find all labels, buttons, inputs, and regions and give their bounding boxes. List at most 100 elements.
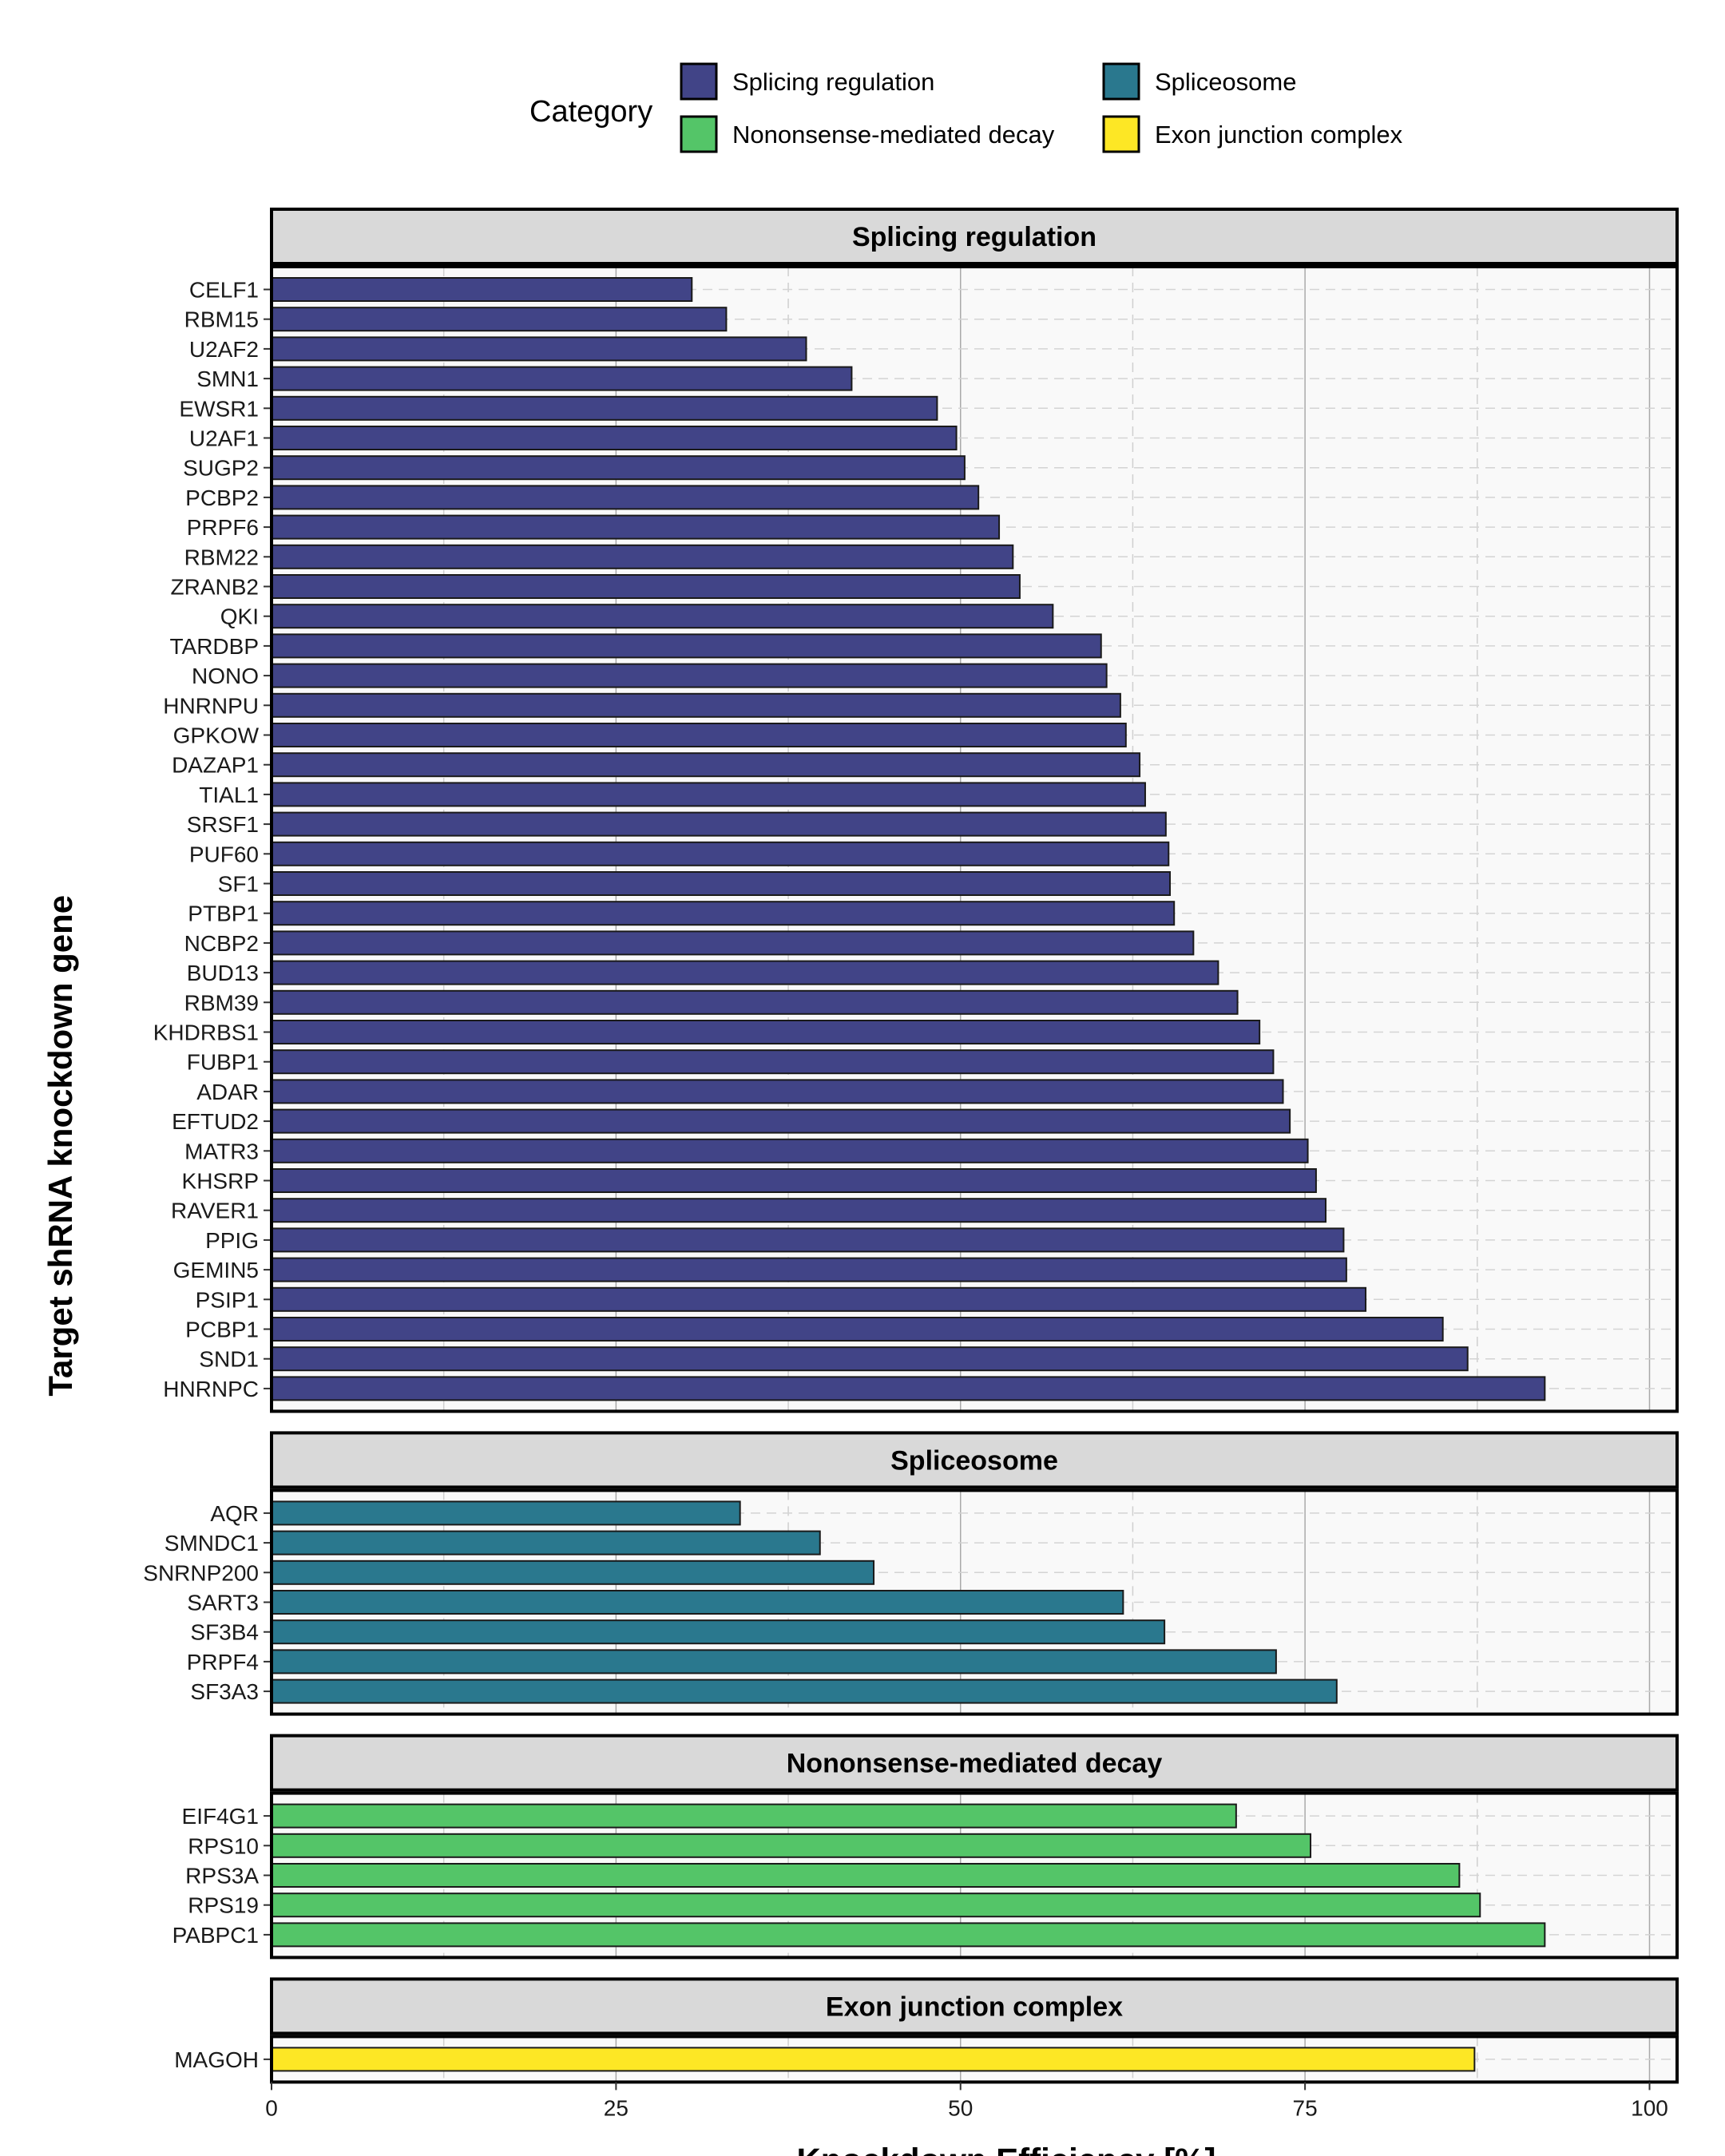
y-tick-label: BUD13 xyxy=(187,961,259,985)
legend-label: Spliceosome xyxy=(1155,68,1296,96)
legend-title: Category xyxy=(529,95,652,129)
y-tick-label: KHSRP xyxy=(182,1169,259,1194)
facet-strip-label: Splicing regulation xyxy=(852,222,1096,252)
bar xyxy=(271,395,938,421)
y-tick-label: TARDBP xyxy=(170,634,260,659)
y-tick-label: RPS19 xyxy=(188,1893,259,1918)
bar xyxy=(271,1892,1481,1918)
bar xyxy=(271,811,1167,837)
bar xyxy=(271,2047,1476,2072)
panel-border xyxy=(270,265,1679,1413)
x-tick-label: 0 xyxy=(265,2095,278,2120)
y-tick-label: SRSF1 xyxy=(187,812,259,837)
x-tick-label: 50 xyxy=(948,2095,973,2120)
y-axis-title: Target shRNA knockdown gene xyxy=(42,895,79,1397)
facet-strip xyxy=(270,1431,1679,1489)
bar xyxy=(271,574,1021,599)
y-tick-label: SMN1 xyxy=(196,367,259,391)
y-tick-label: PCBP1 xyxy=(185,1318,259,1342)
y-tick-label: DAZAP1 xyxy=(172,753,259,778)
bar xyxy=(271,692,1121,718)
y-tick-label: U2AF2 xyxy=(189,337,259,362)
legend-label: Nononsense-mediated decay xyxy=(732,121,1055,149)
y-tick-label: GPKOW xyxy=(173,723,260,748)
y-tick-label: GEMIN5 xyxy=(173,1258,259,1282)
y-tick-label: QKI xyxy=(220,604,259,629)
legend-key xyxy=(1102,62,1140,101)
bar xyxy=(271,1803,1237,1829)
bar xyxy=(271,1649,1277,1674)
bar xyxy=(271,871,1172,896)
y-tick-label: SMNDC1 xyxy=(165,1531,259,1556)
y-tick-label: ZRANB2 xyxy=(171,575,259,600)
bar xyxy=(271,1168,1317,1193)
bar xyxy=(271,514,1001,540)
bar xyxy=(271,1922,1546,1948)
legend-label: Exon junction complex xyxy=(1155,121,1403,149)
bar xyxy=(271,1286,1367,1312)
y-tick-label: NCBP2 xyxy=(184,931,259,956)
y-tick-label: RPS3A xyxy=(185,1864,259,1888)
y-tick-label: EFTUD2 xyxy=(172,1109,259,1134)
bar xyxy=(271,455,966,481)
x-tick-label: 25 xyxy=(604,2095,629,2120)
bar xyxy=(271,1198,1326,1223)
legend-label: Splicing regulation xyxy=(732,68,934,96)
bar xyxy=(271,336,807,362)
y-tick-label: RAVER1 xyxy=(171,1199,259,1223)
panel-border xyxy=(270,2035,1679,2084)
y-tick-label: PSIP1 xyxy=(196,1287,259,1312)
bar xyxy=(271,1619,1166,1645)
y-tick-label: MAGOH xyxy=(174,2047,259,2072)
y-tick-label: U2AF1 xyxy=(189,426,259,451)
bar xyxy=(271,633,1102,659)
bar xyxy=(271,663,1108,688)
bar xyxy=(271,1227,1345,1253)
bar xyxy=(271,930,1195,956)
y-tick-label: PABPC1 xyxy=(172,1923,259,1948)
y-tick-label: SNRNP200 xyxy=(143,1560,259,1585)
y-tick-label: EWSR1 xyxy=(179,396,259,421)
bar xyxy=(271,901,1176,926)
facet-strip xyxy=(270,1734,1679,1792)
bar xyxy=(271,1530,821,1556)
y-tick-label: KHDRBS1 xyxy=(153,1021,259,1045)
bar xyxy=(271,1376,1546,1401)
facet-strip-label: Nononsense-mediated decay xyxy=(787,1749,1163,1779)
bar xyxy=(271,1138,1309,1163)
bar xyxy=(271,989,1239,1015)
y-tick-label: SART3 xyxy=(187,1591,259,1615)
bar xyxy=(271,752,1141,778)
y-tick-label: NONO xyxy=(192,664,259,688)
bar xyxy=(271,1560,875,1585)
bar xyxy=(271,723,1127,747)
y-tick-label: PCBP2 xyxy=(185,485,259,510)
bar xyxy=(271,544,1014,569)
bar xyxy=(271,1257,1347,1282)
facet-strip xyxy=(270,208,1679,265)
bar xyxy=(271,1317,1444,1342)
legend-key xyxy=(680,62,718,101)
bar xyxy=(271,1346,1469,1372)
bar xyxy=(271,1108,1291,1134)
bar xyxy=(271,1863,1461,1888)
bar xyxy=(271,1500,741,1526)
y-tick-label: AQR xyxy=(210,1501,259,1526)
y-tick-label: EIF4G1 xyxy=(182,1804,259,1829)
y-tick-label: RBM15 xyxy=(184,307,259,332)
bar xyxy=(271,604,1054,629)
y-tick-label: FUBP1 xyxy=(187,1050,259,1075)
y-tick-label: SND1 xyxy=(199,1347,259,1372)
x-tick-label: 100 xyxy=(1631,2095,1668,2120)
y-tick-label: HNRNPC xyxy=(163,1377,259,1401)
y-tick-label: SF1 xyxy=(218,872,259,897)
bar xyxy=(271,1020,1261,1044)
y-tick-label: RBM39 xyxy=(184,990,259,1015)
bar xyxy=(271,1678,1338,1704)
facet-strip-label: Exon junction complex xyxy=(826,1992,1123,2022)
facet-strip xyxy=(270,1977,1679,2035)
bar xyxy=(271,1049,1275,1075)
y-tick-label: PTBP1 xyxy=(188,902,259,926)
bar xyxy=(271,1833,1312,1858)
